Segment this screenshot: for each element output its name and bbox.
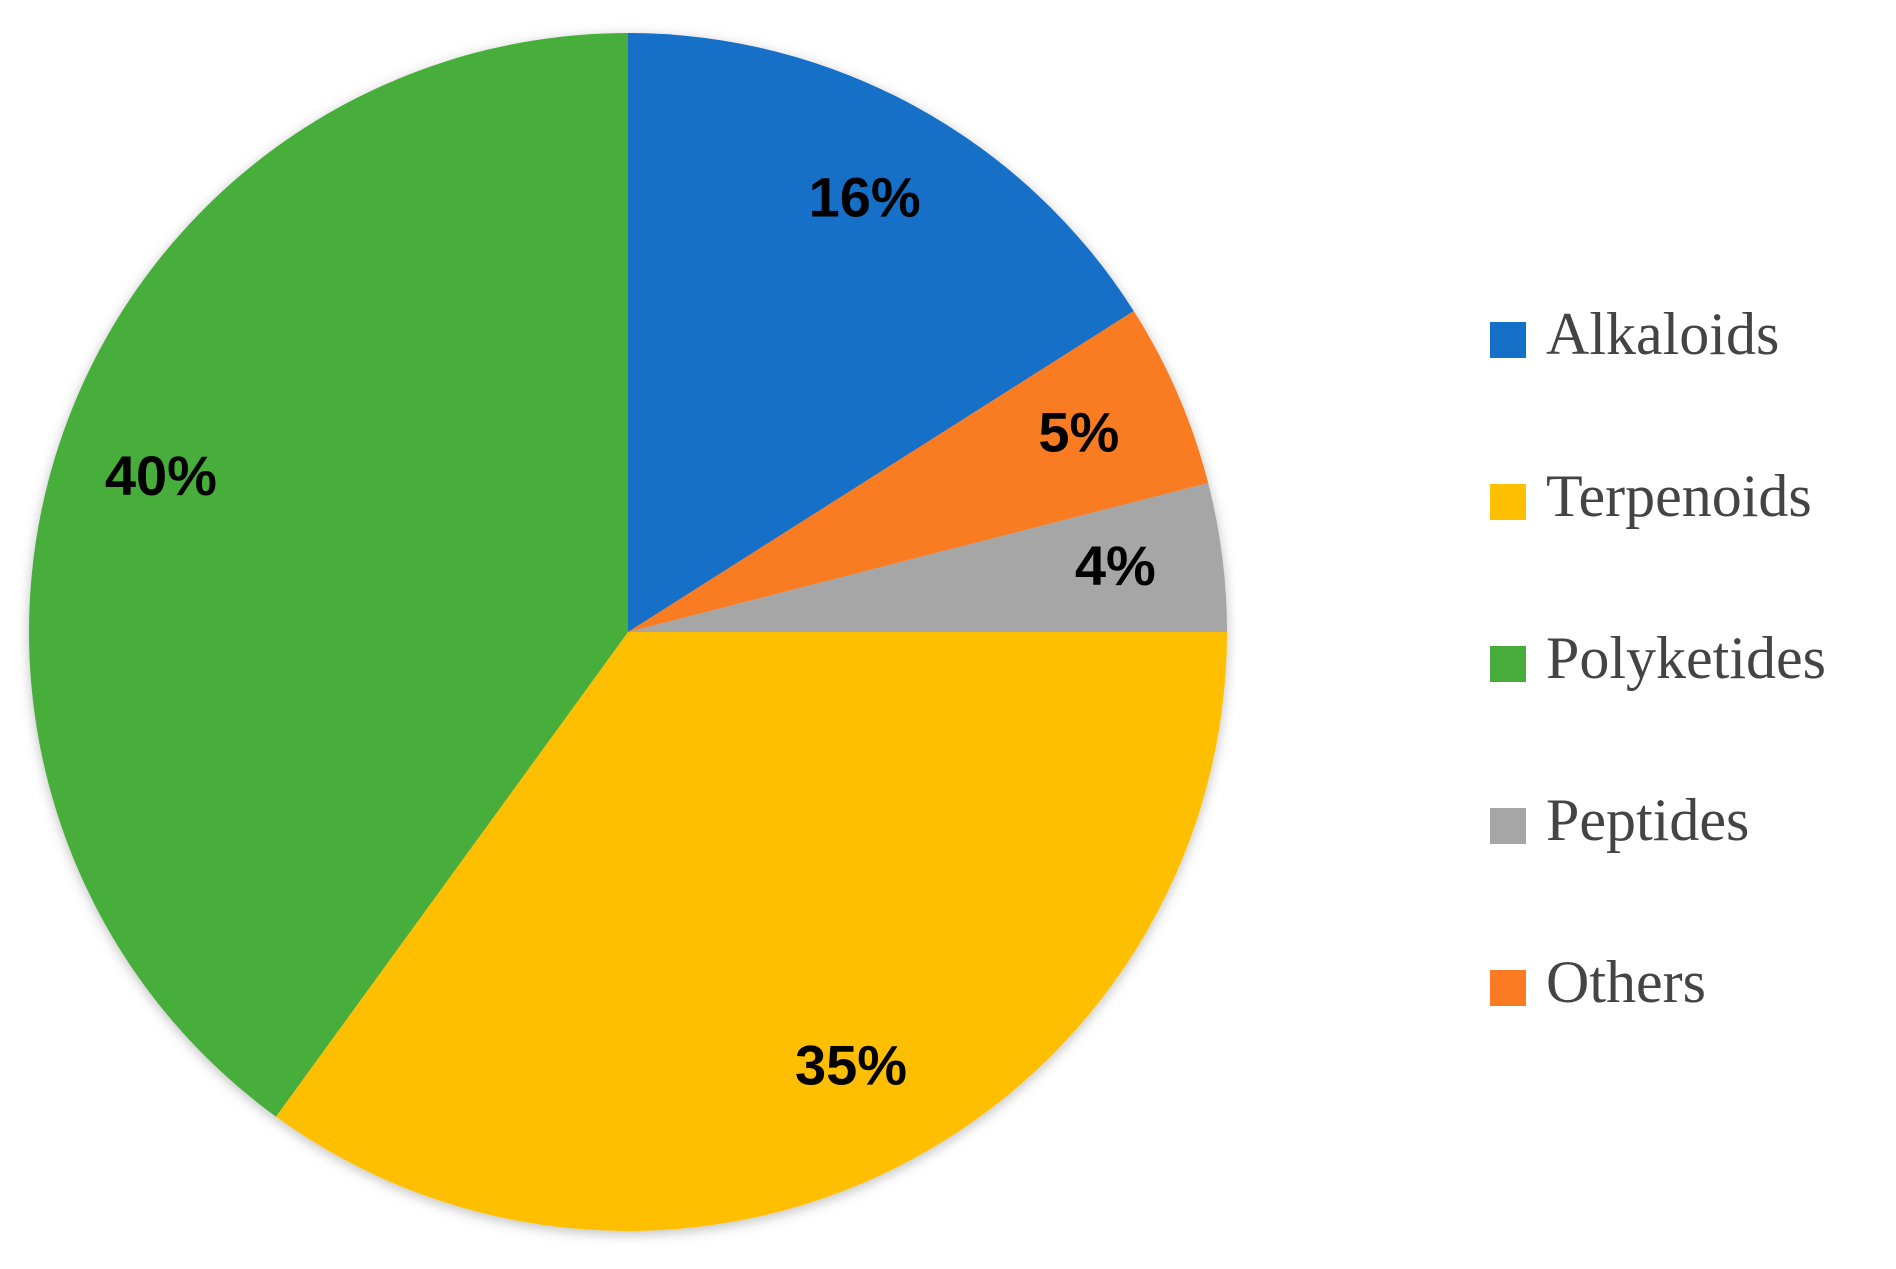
- legend-label: Peptides: [1546, 787, 1749, 853]
- legend-swatch: [1490, 970, 1526, 1006]
- pie-slice: [29, 33, 628, 1117]
- value-label: 40%: [105, 444, 217, 507]
- legend-swatch: [1490, 322, 1526, 358]
- pie-slice: [628, 483, 1227, 632]
- value-label: 5%: [1038, 401, 1119, 464]
- value-label: 35%: [795, 1033, 907, 1096]
- legend-label: Others: [1546, 949, 1706, 1015]
- pie-slice: [628, 33, 1134, 632]
- legend-swatch: [1490, 808, 1526, 844]
- pie: [29, 33, 1227, 1231]
- pie-slice: [275, 632, 1227, 1231]
- value-label: 4%: [1075, 534, 1156, 597]
- legend-label: Polyketides: [1546, 625, 1826, 691]
- legend-label: Terpenoids: [1546, 463, 1812, 529]
- pie-slice: [628, 311, 1209, 632]
- legend-swatch: [1490, 484, 1526, 520]
- legend: Alkaloids Terpenoids Polyketides Peptides Ot…: [1490, 301, 1826, 1015]
- value-label: 16%: [809, 165, 921, 228]
- legend-label: Alkaloids: [1546, 301, 1779, 367]
- legend-swatch: [1490, 646, 1526, 682]
- value-labels: 16% 5% 4% 35% 40%: [105, 165, 1156, 1096]
